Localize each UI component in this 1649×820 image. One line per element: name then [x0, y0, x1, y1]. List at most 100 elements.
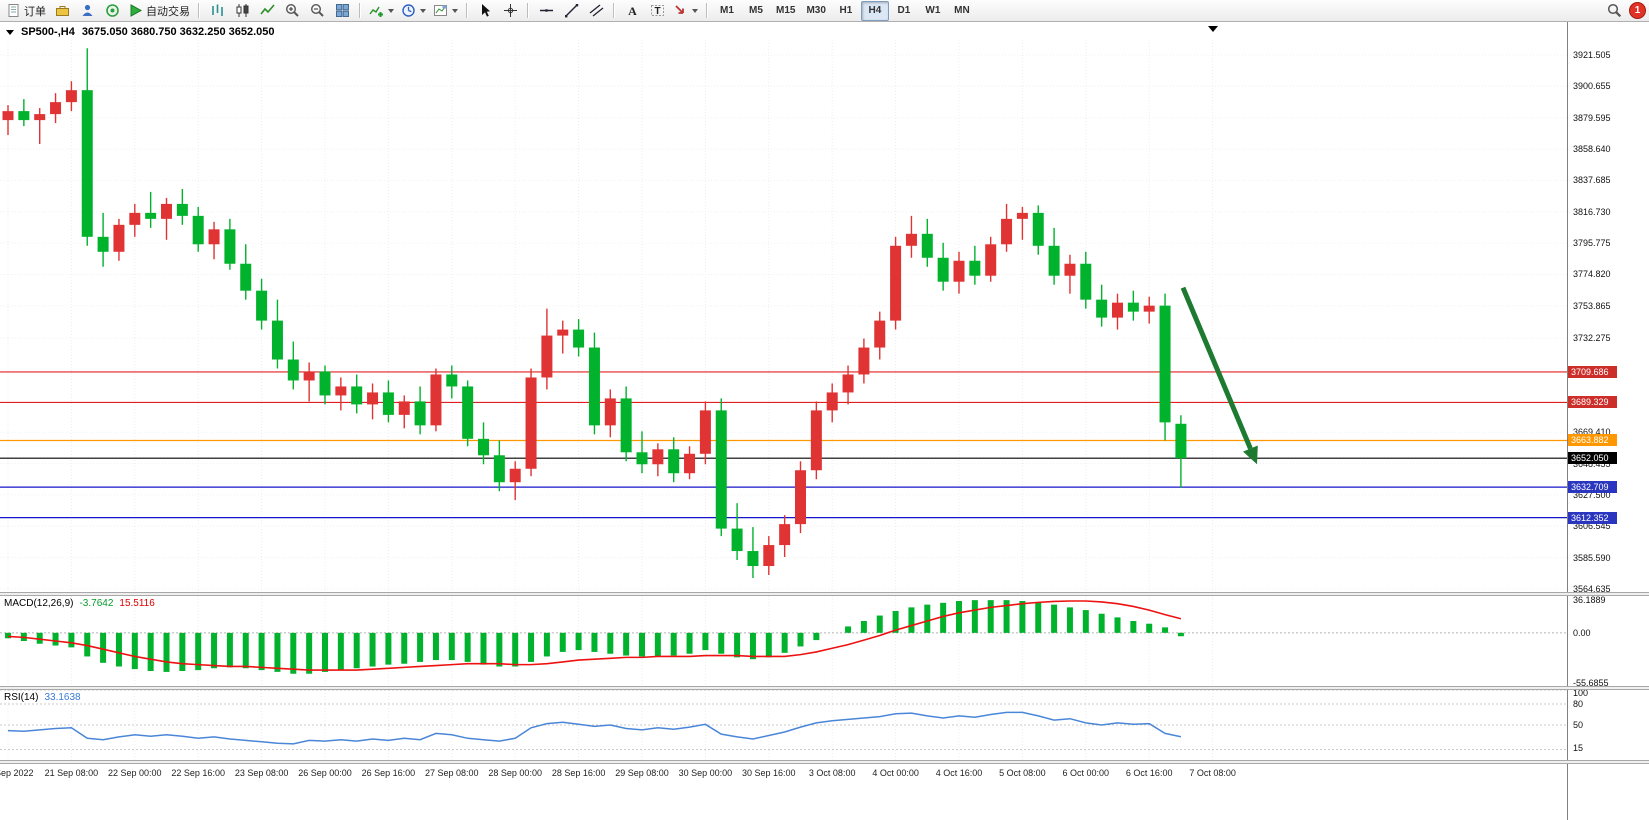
label-tool-button[interactable]: T [645, 1, 669, 21]
zoom-out-button[interactable] [305, 1, 329, 21]
toolbar-separator [527, 3, 529, 18]
chart-title: SP500-,H4 3675.050 3680.750 3632.250 365… [6, 26, 275, 38]
time-axis-label: 22 Sep 00:00 [108, 768, 162, 778]
toolbox-icon [55, 3, 70, 18]
axis-label: 3753.865 [1573, 300, 1611, 311]
time-axis-label: 7 Oct 08:00 [1189, 768, 1236, 778]
price-tag: 3632.709 [1568, 481, 1617, 494]
panel-separator[interactable] [0, 592, 1649, 596]
zoom-in-button[interactable] [280, 1, 304, 21]
time-axis-label: 28 Sep 00:00 [488, 768, 542, 778]
timeframe-button-m15[interactable]: M15 [776, 5, 796, 16]
new-order-button-label: 订单 [24, 5, 46, 18]
timeframe-button-h1[interactable]: H1 [839, 5, 853, 16]
time-axis-label: 6 Oct 16:00 [1125, 768, 1173, 778]
time-axis-label: 30 Sep 00:00 [678, 768, 733, 778]
trendline-button[interactable] [559, 1, 583, 21]
chevron-down-icon [420, 8, 426, 13]
axis-label: 36.1889 [1573, 594, 1606, 605]
new-order-button[interactable]: 订单 [3, 1, 49, 21]
toolbox-button[interactable] [50, 1, 74, 21]
text-tool-button[interactable]: A [620, 1, 644, 21]
macd-label: MACD(12,26,9) -3.7642 15.5116 [4, 598, 155, 609]
rsi-indicator-chart[interactable] [0, 690, 1567, 760]
crosshair-icon [503, 3, 518, 18]
candles-icon [235, 3, 250, 18]
notification-badge[interactable]: 1 [1629, 2, 1646, 19]
chart-window: SP500-,H4 3675.050 3680.750 3632.250 365… [0, 22, 1649, 820]
templates-button[interactable] [430, 1, 461, 21]
price-axis[interactable]: 3921.505 3900.655 3879.595 3858.640 3837.685… [1567, 22, 1649, 820]
tile-windows-button[interactable] [330, 1, 354, 21]
macd-signal-value: 15.5116 [119, 598, 155, 609]
candles-layer [2, 48, 1187, 578]
market-watch-button[interactable] [75, 1, 99, 21]
labelT-icon: T [650, 3, 665, 18]
chart-menu-icon[interactable] [6, 29, 14, 35]
time-axis[interactable]: 20 Sep 2022 21 Sep 08:00 22 Sep 00:00 22 Se… [0, 764, 1567, 784]
timeframe-button-m30[interactable]: M30 [806, 5, 826, 16]
toolbar-separator [359, 3, 361, 18]
community-button[interactable] [100, 1, 124, 21]
svg-text:A: A [628, 4, 637, 18]
bars-icon [210, 3, 225, 18]
timeframe-button-d1[interactable]: D1 [897, 5, 911, 16]
search-button[interactable] [1602, 1, 1626, 21]
macd-name: MACD(12,26,9) [4, 598, 74, 609]
magnifier-icon [1607, 3, 1622, 18]
crosshair-button[interactable] [498, 1, 522, 21]
tiles-icon [335, 3, 350, 18]
panel-separator[interactable] [0, 686, 1649, 690]
shapes-button[interactable] [670, 1, 701, 21]
clock-icon [401, 3, 416, 18]
chevron-down-icon [388, 8, 394, 13]
cursor-button[interactable] [473, 1, 497, 21]
svg-text:T: T [654, 6, 660, 17]
axis-label: 3879.595 [1573, 112, 1611, 123]
timeframe-button-mn[interactable]: MN [954, 5, 970, 16]
time-axis-label: 26 Sep 00:00 [298, 768, 352, 778]
macd-indicator-chart[interactable] [0, 596, 1567, 686]
axis-label: 3816.730 [1573, 206, 1611, 217]
timeframe-button-m1[interactable]: M1 [720, 5, 734, 16]
timeframe-button-h4[interactable]: H4 [860, 0, 889, 21]
zoomout-icon [310, 3, 325, 18]
time-axis-label: 23 Sep 08:00 [234, 768, 289, 778]
axis-label: 3564.635 [1573, 583, 1611, 594]
autotrade-button[interactable]: 自动交易 [125, 1, 193, 21]
macd-value: -3.7642 [79, 598, 114, 609]
panel-separator[interactable] [0, 760, 1649, 764]
horizontal-line-button[interactable] [534, 1, 558, 21]
macd-signal-line [7, 600, 1182, 671]
timeframe-button-m5[interactable]: M5 [749, 5, 763, 16]
axis-label: 3858.640 [1573, 144, 1611, 155]
person-icon [80, 3, 95, 18]
time-axis-label: 30 Sep 16:00 [742, 768, 796, 778]
chevron-down-icon [452, 8, 458, 13]
toolbar-right: 1 [1602, 1, 1646, 21]
price-tag: 3652.050 [1568, 452, 1617, 465]
hline-icon [539, 3, 554, 18]
autotrade-button-label: 自动交易 [146, 5, 190, 18]
axis-label: 15 [1573, 742, 1584, 753]
axis-label: 0.00 [1573, 627, 1591, 638]
channel-button[interactable] [584, 1, 608, 21]
axis-label: 3627.500 [1573, 489, 1611, 500]
time-axis-label: 22 Sep 16:00 [171, 768, 225, 778]
time-axis-label: 4 Oct 16:00 [935, 768, 983, 778]
play-icon [128, 3, 143, 18]
indicators-button[interactable] [366, 1, 397, 21]
candlestick-chart-button[interactable] [230, 1, 254, 21]
time-axis-label: 28 Sep 16:00 [551, 768, 606, 778]
main-price-chart[interactable] [0, 40, 1567, 592]
order-icon [6, 3, 21, 18]
bar-chart-button[interactable] [205, 1, 229, 21]
axis-label: 3837.685 [1573, 175, 1611, 186]
time-axis-label: 20 Sep 2022 [0, 768, 34, 778]
timeframe-button-w1[interactable]: W1 [925, 5, 941, 16]
line-chart-button[interactable] [255, 1, 279, 21]
periods-button[interactable] [398, 1, 429, 21]
shapes-icon [673, 3, 688, 18]
time-axis-label: 26 Sep 16:00 [361, 768, 416, 778]
